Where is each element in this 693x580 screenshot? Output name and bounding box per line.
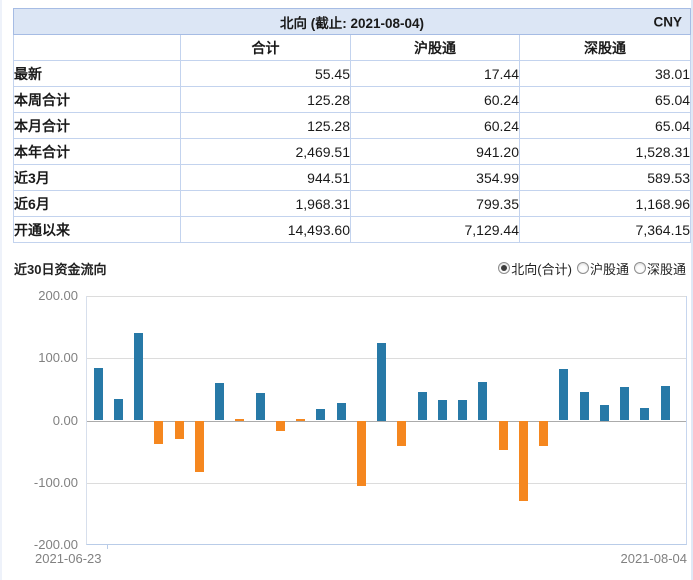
row-label: 开通以来	[13, 216, 181, 243]
zero-line	[87, 420, 686, 422]
table-row: 本月合计 125.28 60.24 65.04	[13, 112, 691, 139]
table-row: 近3月 944.51 354.99 589.53	[13, 164, 691, 191]
gridline	[87, 482, 686, 484]
funds-summary-table: 北向 (截止: 2021-08-04) CNY 合计 沪股通 深股通 最新 55.…	[12, 8, 691, 243]
bar[interactable]	[599, 404, 609, 421]
cell-value: 17.44	[350, 60, 520, 87]
series-radio-sh-connect[interactable]: 沪股通	[576, 259, 629, 278]
chart-header: 近30日资金流向 北向(合计) 沪股通 深股通	[14, 258, 686, 278]
bar[interactable]	[397, 420, 407, 447]
bar[interactable]	[417, 391, 427, 421]
column-header-sh-connect: 沪股通	[350, 34, 520, 61]
currency-label: CNY	[653, 14, 683, 29]
table-row: 近6月 1,968.31 799.35 1,168.96	[13, 190, 691, 217]
radio-label: 深股通	[646, 261, 686, 277]
y-axis-tick-label: -200.00	[33, 537, 78, 552]
bar[interactable]	[336, 403, 346, 421]
bar[interactable]	[275, 420, 285, 432]
bar[interactable]	[93, 367, 103, 421]
cell-value: 55.45	[180, 60, 351, 87]
row-label: 本月合计	[13, 112, 181, 139]
cell-value: 799.35	[350, 190, 520, 217]
bar[interactable]	[255, 393, 265, 421]
x-axis-tick	[107, 545, 108, 549]
bar[interactable]	[174, 420, 184, 439]
y-axis-tick-label: 100.00	[38, 350, 78, 366]
table-row: 开通以来 14,493.60 7,129.44 7,364.15	[13, 216, 691, 243]
row-label: 近3月	[13, 164, 181, 191]
bar[interactable]	[579, 391, 589, 421]
y-axis-tick-label: 200.00	[38, 288, 78, 303]
cell-value: 65.04	[518, 86, 691, 113]
column-header-empty	[13, 34, 181, 61]
gridline	[87, 358, 686, 360]
cell-value: 7,129.44	[350, 216, 520, 243]
column-header-total: 合计	[180, 34, 351, 61]
bar[interactable]	[559, 368, 569, 421]
bar[interactable]	[539, 420, 548, 447]
cell-value: 2,469.51	[180, 138, 351, 165]
cell-value: 944.51	[180, 164, 351, 191]
bar[interactable]	[316, 409, 326, 421]
cell-value: 65.04	[518, 112, 691, 139]
bar[interactable]	[498, 420, 508, 450]
bar[interactable]	[478, 381, 488, 421]
cell-value: 125.28	[180, 86, 351, 113]
table-row: 本年合计 2,469.51 941.20 1,528.31	[13, 138, 691, 165]
y-axis-tick-label: -100.00	[33, 474, 78, 490]
bar[interactable]	[235, 418, 245, 421]
radio-label: 沪股通	[589, 261, 629, 277]
row-label: 最新	[13, 60, 181, 87]
bar[interactable]	[356, 420, 366, 487]
series-radio-sz-connect[interactable]: 深股通	[633, 259, 686, 278]
table-title: 北向 (截止: 2021-08-04)	[280, 15, 425, 31]
cell-value: 60.24	[350, 112, 520, 139]
cell-value: 1,968.31	[180, 190, 351, 217]
series-radio-group: 北向(合计) 沪股通 深股通	[498, 259, 686, 278]
bar-chart-plot-area	[86, 296, 687, 545]
row-label: 本年合计	[13, 138, 181, 165]
cell-value: 354.99	[350, 164, 520, 191]
bar[interactable]	[437, 399, 447, 421]
row-label: 本周合计	[13, 86, 181, 113]
x-axis-start-label: 2021-06-23	[35, 551, 102, 566]
column-header-sz-connect: 深股通	[518, 34, 691, 61]
table-row: 本周合计 125.28 60.24 65.04	[13, 86, 691, 113]
bar[interactable]	[296, 418, 305, 421]
gridline	[87, 296, 686, 297]
bar[interactable]	[458, 399, 467, 421]
table-row: 最新 55.45 17.44 38.01	[13, 60, 691, 87]
cell-value: 589.53	[518, 164, 691, 191]
bar[interactable]	[194, 420, 204, 473]
cell-value: 1,528.31	[518, 138, 691, 165]
bar[interactable]	[660, 385, 670, 421]
table-title-row: 北向 (截止: 2021-08-04) CNY	[12, 8, 691, 35]
bar[interactable]	[215, 382, 224, 421]
row-label: 近6月	[13, 190, 181, 217]
cell-value: 38.01	[518, 60, 691, 87]
y-axis-tick-label: 0.00	[52, 412, 78, 428]
chart-title: 近30日资金流向	[14, 261, 107, 277]
radio-icon[interactable]	[576, 262, 589, 274]
cell-value: 14,493.60	[180, 216, 351, 243]
bar[interactable]	[640, 408, 650, 421]
table-column-header-row: 合计 沪股通 深股通	[13, 34, 691, 61]
series-radio-total[interactable]: 北向(合计)	[498, 259, 572, 278]
bar[interactable]	[134, 333, 143, 421]
cell-value: 1,168.96	[518, 190, 691, 217]
bar[interactable]	[518, 420, 528, 502]
bar[interactable]	[620, 386, 629, 421]
radio-icon[interactable]	[633, 262, 646, 274]
bar[interactable]	[154, 420, 164, 445]
cell-value: 125.28	[180, 112, 351, 139]
bar[interactable]	[377, 342, 386, 421]
x-axis-end-label: 2021-08-04	[620, 551, 688, 566]
radio-icon[interactable]	[498, 262, 511, 274]
cell-value: 60.24	[350, 86, 520, 113]
cell-value: 7,364.15	[518, 216, 691, 243]
bar[interactable]	[113, 399, 123, 421]
cell-value: 941.20	[350, 138, 520, 165]
radio-label: 北向(合计)	[511, 261, 572, 277]
